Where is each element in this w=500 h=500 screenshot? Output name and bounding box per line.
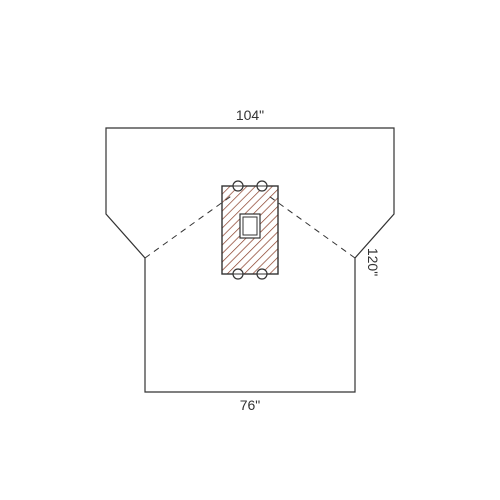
dimension-bottom: 76" — [240, 397, 261, 413]
fold-line-left — [145, 194, 234, 258]
dimension-right: 120" — [365, 248, 381, 276]
dimension-top: 104" — [236, 107, 264, 123]
fold-line-right — [266, 194, 355, 258]
drape-diagram: 104" 120" 76" — [0, 0, 500, 500]
